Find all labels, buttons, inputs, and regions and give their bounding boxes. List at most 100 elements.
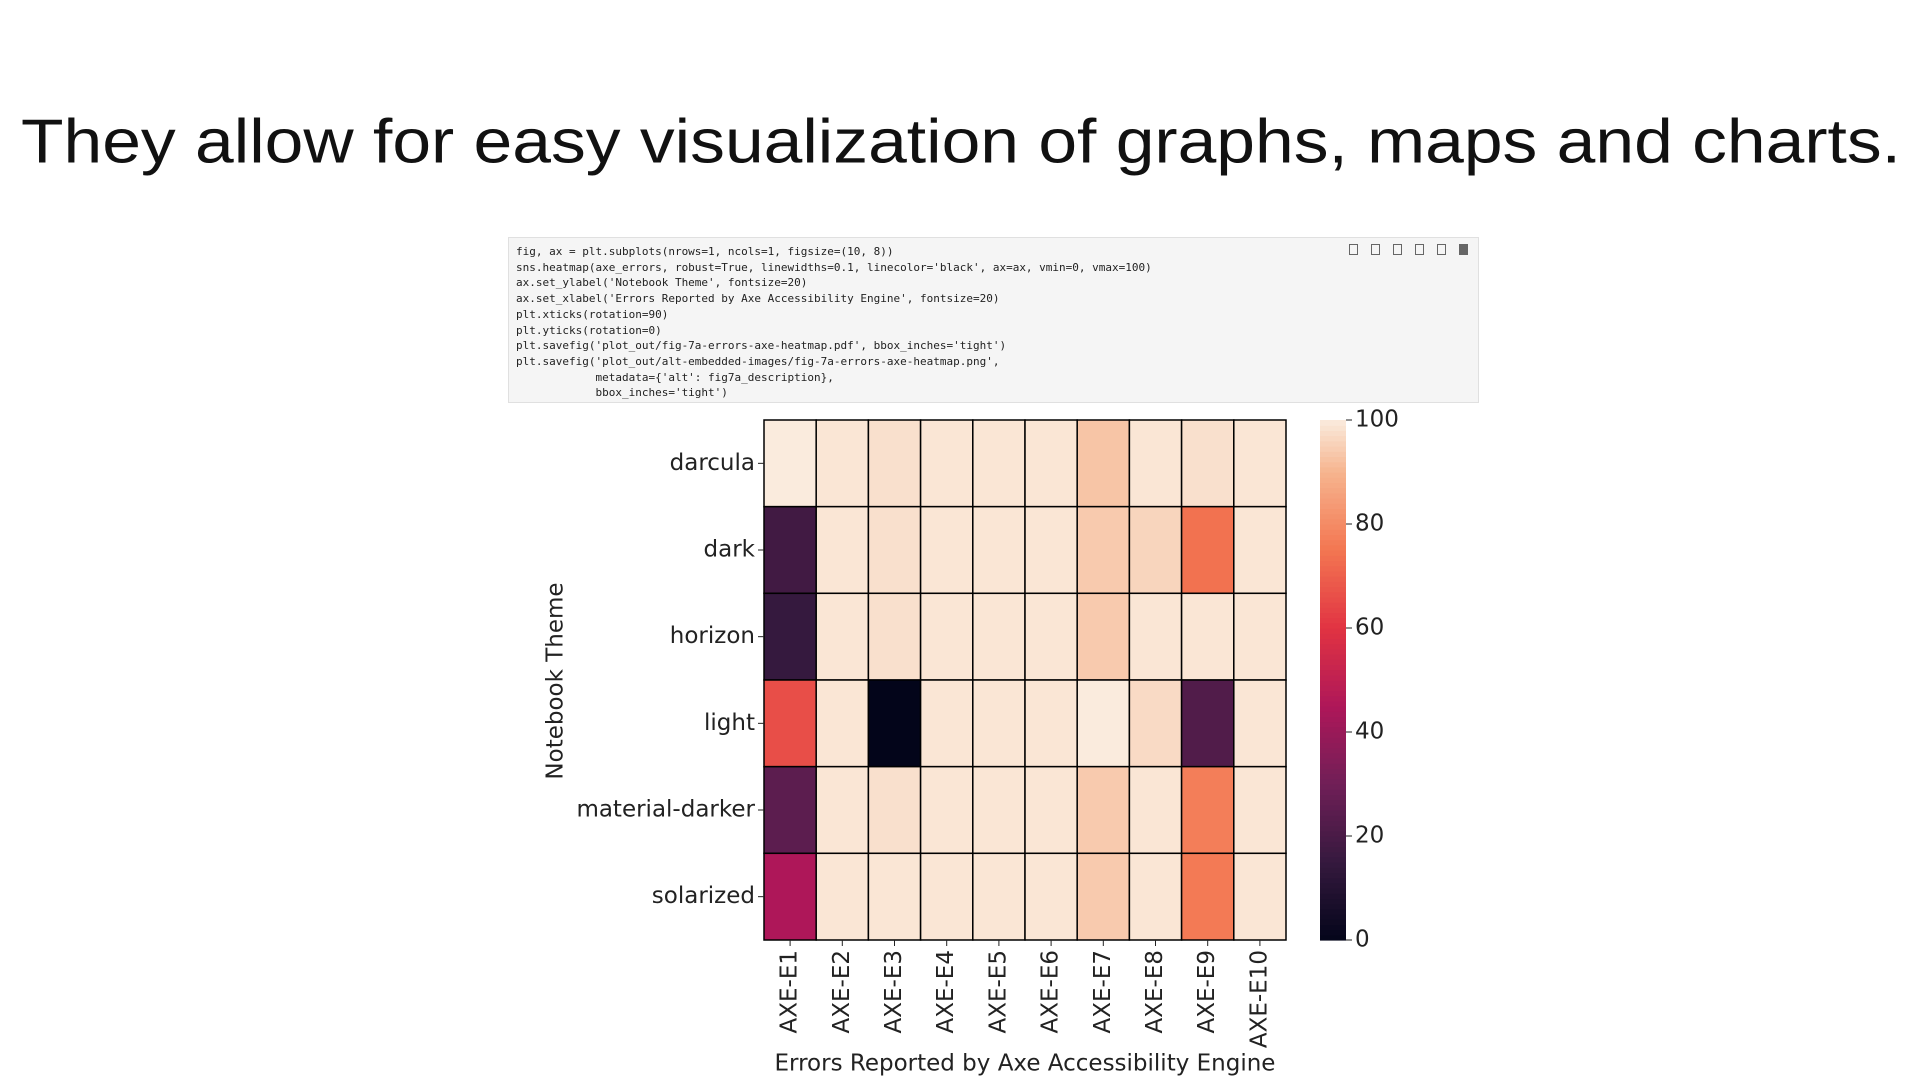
colorbar-segment bbox=[1320, 898, 1346, 905]
colorbar-segment bbox=[1320, 851, 1346, 858]
colorbar-segment bbox=[1320, 856, 1346, 863]
heatmap-cell bbox=[972, 679, 1026, 768]
heatmap-cell bbox=[919, 592, 974, 681]
colorbar-segment bbox=[1320, 721, 1346, 728]
colorbar-segment bbox=[1320, 518, 1346, 525]
heatmap-cell bbox=[763, 679, 817, 768]
code-line: plt.savefig('plot_out/alt-embedded-image… bbox=[516, 354, 1000, 368]
colorbar-segment bbox=[1320, 420, 1346, 426]
colorbar-segment bbox=[1320, 456, 1346, 463]
heatmap-cell bbox=[1180, 679, 1235, 768]
down-icon[interactable] bbox=[1393, 244, 1402, 255]
heatmap-cell bbox=[815, 679, 870, 768]
code-line: metadata={'alt': fig7a_description}, bbox=[516, 370, 834, 384]
heatmap-cell bbox=[1024, 592, 1078, 681]
up-icon[interactable] bbox=[1371, 244, 1380, 255]
x-tick-label: AXE-E8 bbox=[1142, 950, 1168, 1034]
colorbar-segment bbox=[1320, 934, 1346, 941]
heatmap-cell bbox=[1128, 852, 1183, 941]
colorbar-segment bbox=[1320, 888, 1346, 894]
heatmap-cell bbox=[1233, 852, 1287, 941]
colorbar-segment bbox=[1320, 440, 1346, 447]
heatmap-cell bbox=[1233, 679, 1287, 768]
y-tick-label: horizon bbox=[670, 623, 755, 649]
code-line: sns.heatmap(axe_errors, robust=True, lin… bbox=[516, 260, 1152, 274]
heatmap-cell bbox=[867, 852, 922, 941]
heatmap-cell bbox=[1180, 592, 1235, 681]
code-cell[interactable]: fig, ax = plt.subplots(nrows=1, ncols=1,… bbox=[508, 237, 1479, 403]
heatmap-cell bbox=[1128, 765, 1183, 855]
x-tick-label: AXE-E10 bbox=[1246, 950, 1272, 1048]
code-line: plt.savefig('plot_out/fig-7a-errors-axe-… bbox=[516, 339, 1007, 353]
colorbar-segment bbox=[1320, 903, 1346, 910]
heatmap-cell bbox=[1024, 505, 1078, 595]
colorbar-segment bbox=[1320, 617, 1346, 624]
colorbar-segment bbox=[1320, 477, 1346, 483]
heatmap-cell bbox=[1233, 765, 1287, 855]
x-axis-label: Errors Reported by Axe Accessibility Eng… bbox=[775, 1051, 1276, 1077]
colorbar-segment bbox=[1320, 763, 1346, 769]
delete-icon[interactable] bbox=[1459, 244, 1468, 255]
colorbar-segment bbox=[1320, 664, 1346, 671]
colorbar-segment bbox=[1320, 685, 1346, 691]
colorbar-segment bbox=[1320, 638, 1346, 645]
colorbar-segment bbox=[1320, 602, 1346, 608]
colorbar-segment bbox=[1320, 643, 1346, 650]
heatmap-cell bbox=[919, 679, 974, 768]
colorbar-segment bbox=[1320, 539, 1346, 546]
copy-icon[interactable] bbox=[1349, 244, 1358, 255]
heatmap-cell bbox=[919, 505, 974, 595]
insert-icon[interactable] bbox=[1415, 244, 1424, 255]
code-line: plt.yticks(rotation=0) bbox=[516, 323, 662, 337]
colorbar-segment bbox=[1320, 482, 1346, 489]
colorbar-segment bbox=[1320, 820, 1346, 827]
colorbar-segment bbox=[1320, 794, 1346, 801]
cell-toolbar bbox=[1349, 244, 1468, 255]
colorbar-tick-label: 100 bbox=[1355, 407, 1399, 433]
colorbar-segment bbox=[1320, 862, 1346, 868]
colorbar-segment bbox=[1320, 680, 1346, 686]
colorbar-segment bbox=[1320, 586, 1346, 593]
heatmap-cell bbox=[1128, 505, 1183, 595]
y-tick-label: material-darker bbox=[576, 797, 755, 823]
colorbar-segment bbox=[1320, 841, 1346, 847]
colorbar-tick-label: 80 bbox=[1355, 511, 1384, 537]
colorbar-segment bbox=[1320, 836, 1346, 842]
colorbar-segment bbox=[1320, 893, 1346, 899]
colorbar-segment bbox=[1320, 815, 1346, 821]
heatmap-cell bbox=[972, 592, 1026, 681]
heatmap-cell bbox=[1180, 852, 1235, 941]
colorbar-segment bbox=[1320, 581, 1346, 587]
colorbar-tick-label: 60 bbox=[1355, 615, 1384, 641]
colorbar-segment bbox=[1320, 591, 1346, 598]
y-tick-label: dark bbox=[704, 537, 756, 563]
heatmap-cell bbox=[763, 419, 817, 508]
colorbar-tick-label: 40 bbox=[1355, 719, 1384, 745]
colorbar-segment bbox=[1320, 846, 1346, 853]
code-line: plt.xticks(rotation=90) bbox=[516, 307, 669, 321]
heatmap-cell bbox=[763, 852, 817, 941]
colorbar-segment bbox=[1320, 810, 1346, 816]
colorbar-segment bbox=[1320, 784, 1346, 790]
colorbar-segment bbox=[1320, 508, 1346, 515]
colorbar-segment bbox=[1320, 435, 1346, 442]
colorbar-segment bbox=[1320, 498, 1346, 504]
colorbar-segment bbox=[1320, 633, 1346, 639]
colorbar-segment bbox=[1320, 825, 1346, 832]
heatmap-cell bbox=[1076, 505, 1131, 595]
colorbar-segment bbox=[1320, 472, 1346, 478]
merge-icon[interactable] bbox=[1437, 244, 1446, 255]
heatmap-cell bbox=[763, 765, 817, 855]
heatmap-cell bbox=[1128, 419, 1183, 508]
colorbar-segment bbox=[1320, 648, 1346, 655]
heatmap-cell bbox=[815, 765, 870, 855]
colorbar-segment bbox=[1320, 773, 1346, 780]
colorbar-segment bbox=[1320, 830, 1346, 837]
colorbar-segment bbox=[1320, 867, 1346, 873]
colorbar-segment bbox=[1320, 914, 1346, 920]
colorbar-segment bbox=[1320, 737, 1346, 743]
heatmap-cell bbox=[1076, 679, 1131, 768]
colorbar-segment bbox=[1320, 612, 1346, 619]
heatmap-cell bbox=[1024, 765, 1078, 855]
colorbar-segment bbox=[1320, 700, 1346, 707]
